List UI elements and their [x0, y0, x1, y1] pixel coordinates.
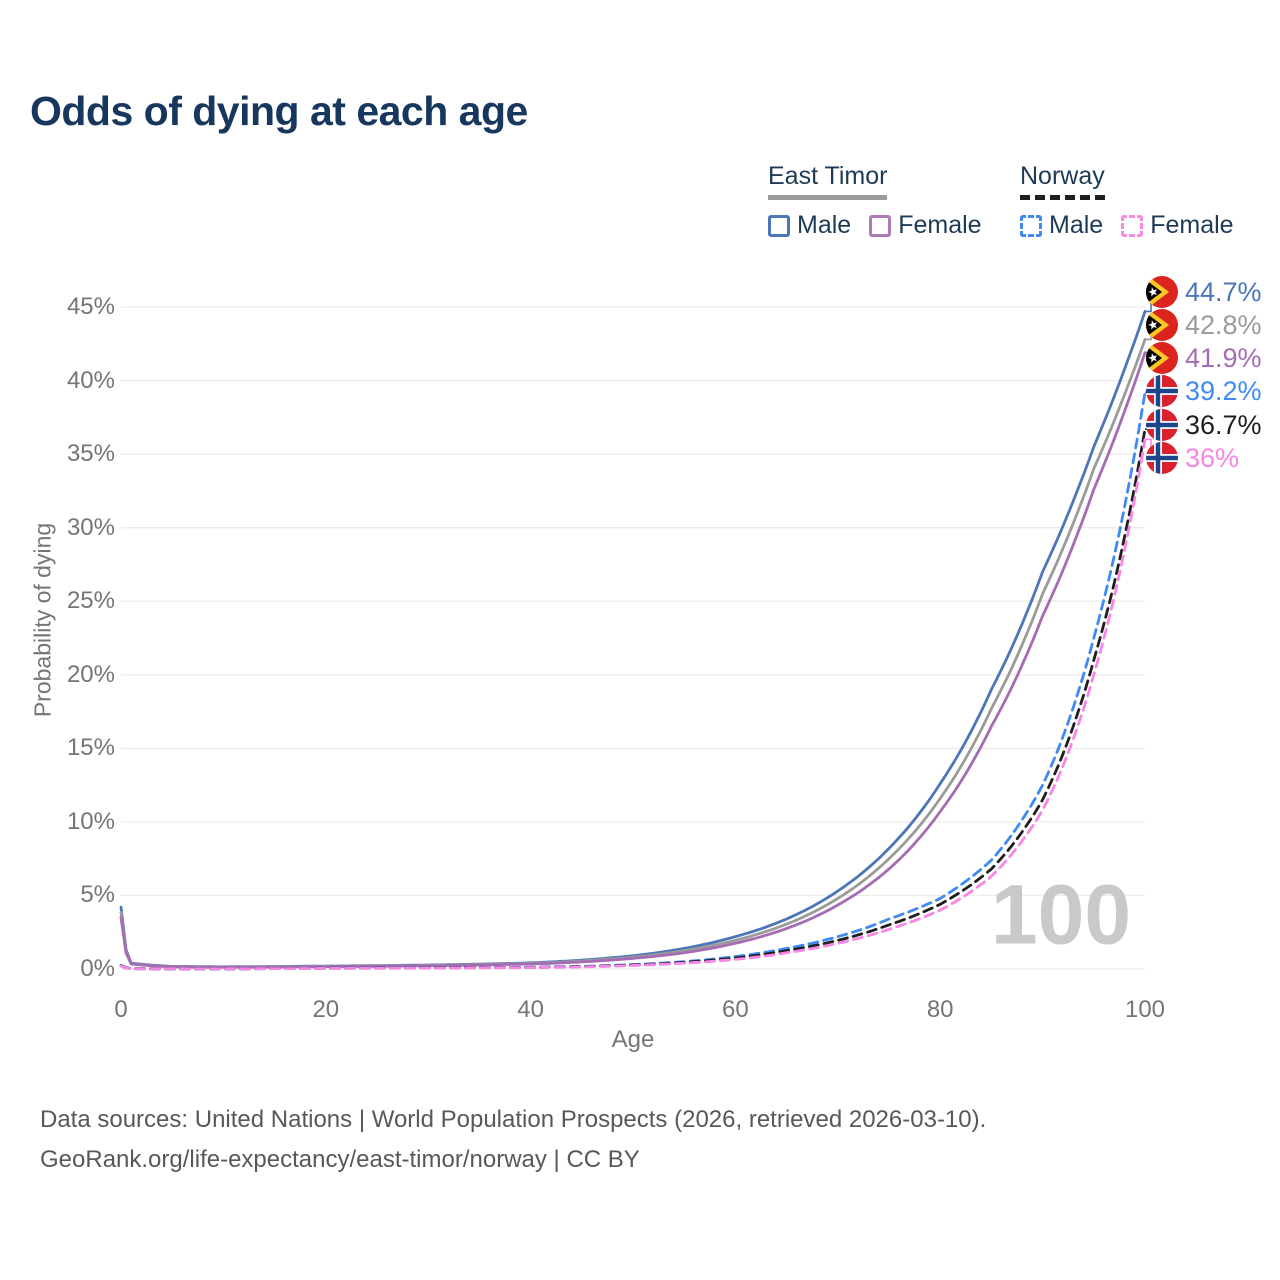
solid-line-swatch [768, 195, 888, 200]
legend-swatch-icon [869, 214, 892, 237]
y-tick-label: 20% [66, 660, 115, 688]
country-flag-icon [1146, 276, 1178, 308]
dashed-line-swatch [1020, 195, 1105, 200]
country-flag-icon [1146, 342, 1178, 374]
country-flag-icon [1146, 375, 1178, 407]
x-tick-label: 60 [722, 996, 749, 1023]
legend-item[interactable]: Female [1121, 211, 1234, 240]
legend-swatch-icon [1020, 214, 1042, 237]
legend-item-label: Male [1049, 211, 1104, 239]
y-tick-label: 30% [66, 513, 115, 541]
y-tick-label: 10% [66, 807, 115, 835]
series-end-value: 41.9% [1185, 342, 1262, 373]
x-tick-label: 40 [517, 996, 544, 1023]
legend-item-label: Male [797, 211, 852, 239]
legend-item[interactable]: Male [768, 211, 851, 240]
series-end-label-row: 42.8% [1146, 308, 1262, 342]
legend-item[interactable]: Female [869, 211, 982, 240]
series-end-value: 36% [1185, 442, 1240, 473]
legend-group-title: East Timor [768, 162, 888, 190]
series-end-value: 39.2% [1185, 375, 1262, 406]
x-tick-label: 0 [114, 996, 128, 1023]
y-tick-label: 0% [80, 955, 115, 982]
legend-group-east-timor: East Timor Male Female [768, 162, 982, 240]
country-flag-icon [1146, 409, 1178, 441]
x-tick-label: 80 [926, 996, 954, 1023]
x-tick-label: 100 [1124, 996, 1166, 1023]
y-tick-label: 35% [66, 440, 115, 468]
legend-item[interactable]: Male [1020, 211, 1103, 240]
y-tick-label: 45% [66, 293, 115, 320]
series-end-label-row: 36% [1146, 441, 1239, 475]
legend-swatch-icon [1121, 214, 1144, 237]
x-axis-title: Age [611, 1026, 655, 1053]
legend-item-label: Female [1150, 211, 1234, 239]
series-end-label-row: 36.7% [1146, 408, 1262, 442]
x-tick-label: 20 [312, 996, 340, 1023]
country-flag-icon [1146, 309, 1178, 341]
legend-swatch-icon [768, 214, 790, 237]
series-end-value: 44.7% [1185, 276, 1262, 307]
y-tick-label: 40% [66, 366, 115, 394]
age-counter-watermark: 100 [990, 867, 1132, 962]
attribution-url-text: GeoRank.org/life-expectancy/east-timor/n… [40, 1146, 640, 1173]
legend-item-label: Female [898, 211, 982, 239]
series-end-label-row: 39.2% [1146, 374, 1262, 408]
y-tick-label: 15% [66, 734, 115, 762]
y-tick-label: 5% [80, 881, 115, 909]
series-end-value: 36.7% [1185, 409, 1262, 440]
data-sources-text: Data sources: United Nations | World Pop… [40, 1106, 987, 1133]
legend-group-title: Norway [1020, 162, 1105, 190]
series-end-value: 42.8% [1185, 309, 1262, 340]
legend-group-norway: Norway Male Female [1020, 162, 1234, 240]
country-flag-icon [1146, 442, 1178, 474]
y-tick-label: 25% [66, 587, 115, 615]
series-end-label-row: 44.7% [1146, 275, 1262, 309]
page-title: Odds of dying at each age [30, 88, 528, 134]
series-end-label-row: 41.9% [1146, 341, 1262, 375]
